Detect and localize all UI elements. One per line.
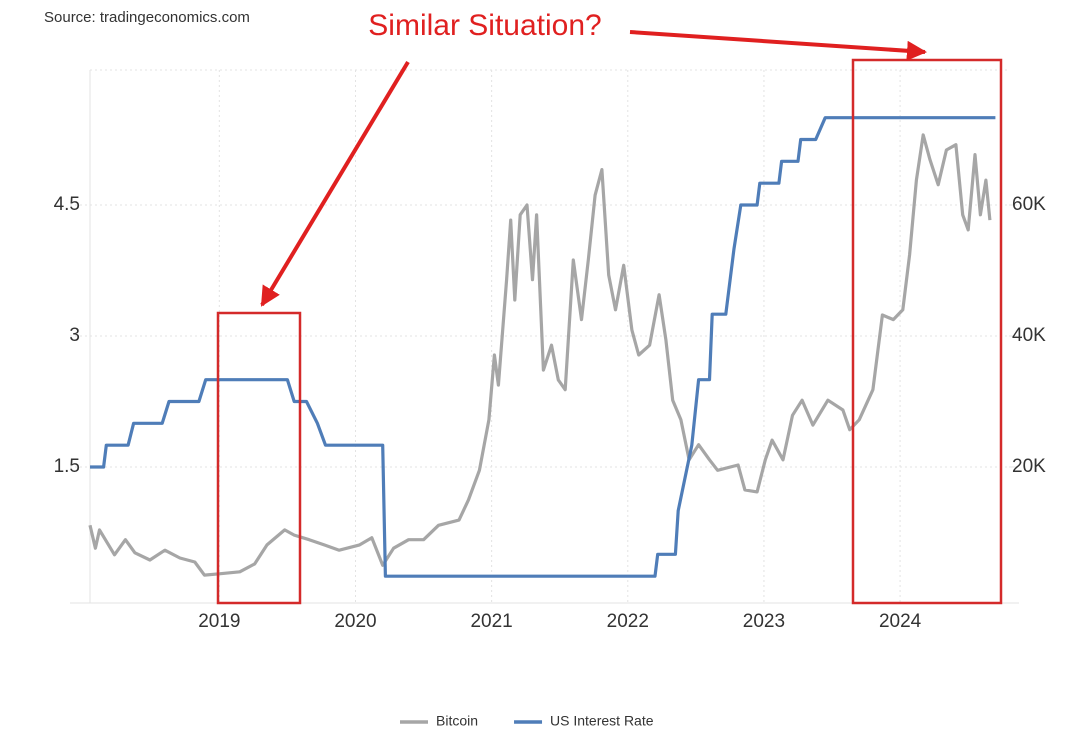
- y-tick-label: 4.5: [54, 194, 80, 215]
- highlight-box: [216, 311, 302, 605]
- x-tick-label: 2020: [334, 611, 376, 632]
- series-line: [88, 133, 992, 577]
- arrow: [260, 60, 410, 307]
- x-tick-label: 2022: [607, 611, 649, 632]
- arrow: [629, 30, 927, 61]
- x-tick-label: 2021: [470, 611, 512, 632]
- plot-area: 1.5 3 4.5 20K 40K 60K 2019 2020 2021 2022 2023 2024: [54, 69, 1046, 632]
- legend-label: Bitcoin: [436, 713, 478, 729]
- legend: Bitcoin US Interest Rate: [400, 713, 654, 729]
- x-tick-label: 2023: [743, 611, 785, 632]
- annotation: Similar Situation?: [368, 9, 601, 42]
- legend-label: US Interest Rate: [550, 713, 654, 729]
- x-tick-label: 2019: [198, 611, 240, 632]
- y-tick-label: 3: [69, 325, 80, 346]
- y-tick-label: 1.5: [54, 456, 80, 477]
- series-line: [90, 116, 996, 578]
- y2-tick-label: 20K: [1012, 456, 1046, 477]
- x-tick-label: 2024: [879, 611, 922, 632]
- y2-tick-label: 60K: [1012, 194, 1046, 215]
- highlight-box: [851, 58, 1003, 605]
- source: Source: tradingeconomics.com: [44, 9, 250, 26]
- y2-tick-label: 40K: [1012, 325, 1046, 346]
